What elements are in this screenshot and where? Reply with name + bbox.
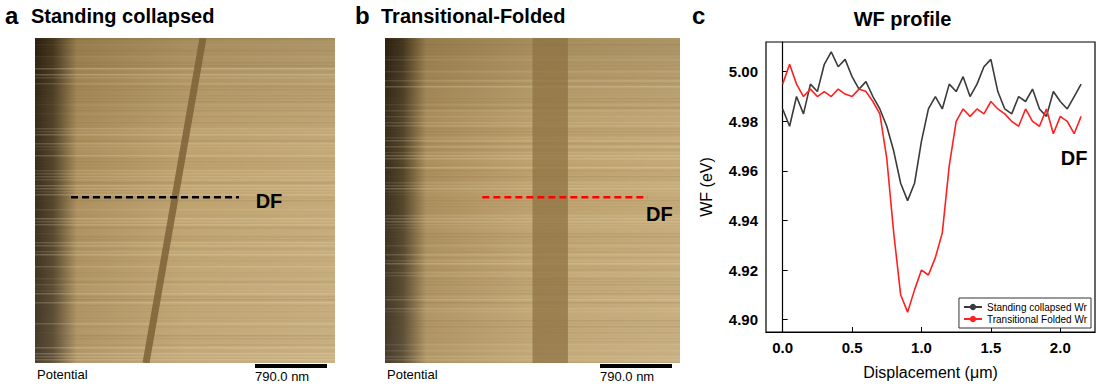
html-text:Potential: Potential [37,367,88,382]
svg-text:1.0: 1.0 [911,339,932,356]
svg-text:DF: DF [646,203,673,225]
svg-text:4.96: 4.96 [729,162,758,179]
html-text:a: a [5,2,19,29]
svg-text:0.5: 0.5 [842,339,863,356]
html-text:790.0 nm: 790.0 nm [255,369,310,384]
html-text:790.0 nm: 790.0 nm [600,369,655,384]
svg-text:4.92: 4.92 [729,262,758,279]
svg-text:5.00: 5.00 [729,63,758,80]
svg-text:WF (eV): WF (eV) [698,157,715,217]
html-text:c: c [692,2,706,29]
svg-text:Displacement (μm): Displacement (μm) [863,364,998,381]
svg-text:2.0: 2.0 [1050,339,1071,356]
svg-text:4.98: 4.98 [729,113,758,130]
html-text:Standing collapsed: Standing collapsed [31,5,215,27]
svg-text:WF profile: WF profile [854,8,952,30]
svg-text:DF: DF [256,190,283,212]
svg-text:1.5: 1.5 [980,339,1001,356]
svg-text:4.94: 4.94 [729,212,759,229]
html-text:b: b [355,2,370,29]
html-text:Transitional-Folded: Transitional-Folded [381,5,566,27]
svg-text:0.0: 0.0 [772,339,793,356]
svg-text:4.90: 4.90 [729,311,758,328]
svg-text:DF: DF [1061,147,1088,169]
html-text:Potential: Potential [387,367,438,382]
svg-text:Transitional Folded Wr: Transitional Folded Wr [987,314,1088,325]
svg-text:Standing collapsed Wr: Standing collapsed Wr [987,302,1088,313]
